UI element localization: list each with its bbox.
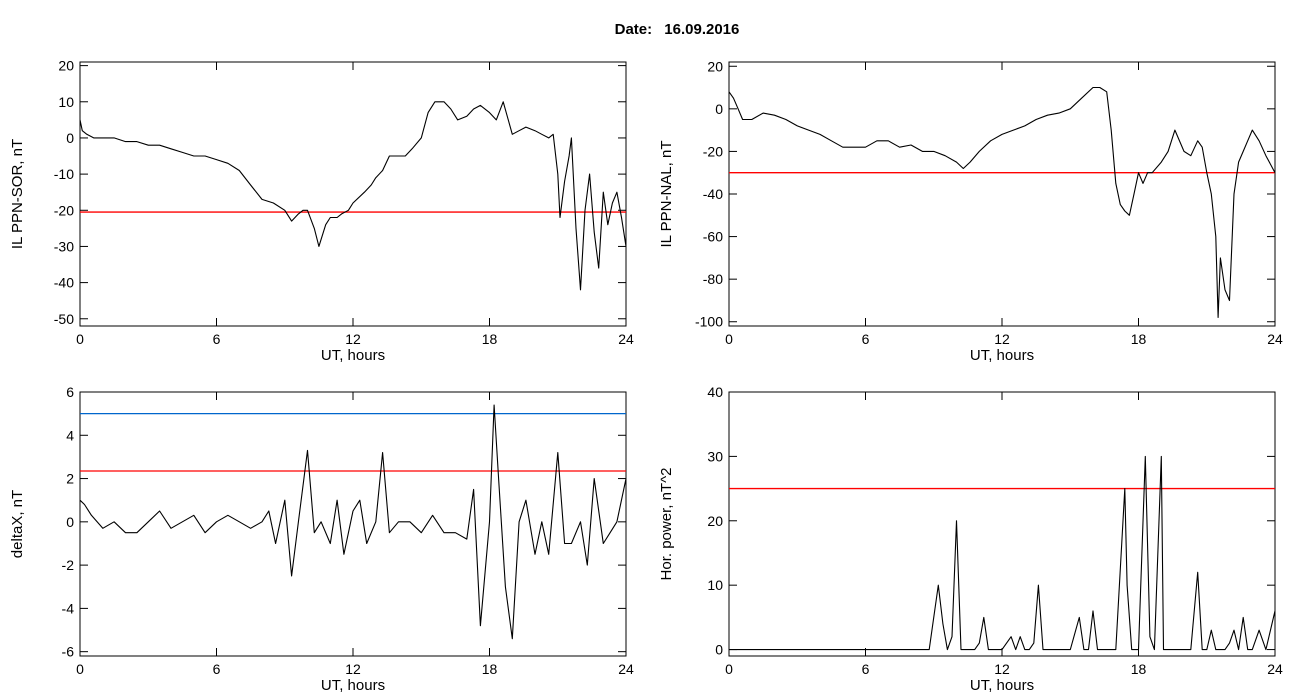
- y-tick-label: 20: [58, 58, 74, 74]
- x-tick-label: 12: [345, 331, 361, 347]
- x-axis-label: UT, hours: [321, 347, 385, 364]
- x-tick-label: 18: [482, 661, 498, 677]
- y-tick-label: 0: [66, 514, 74, 530]
- y-tick-label: -4: [62, 600, 75, 616]
- data-line: [729, 455, 1276, 651]
- y-tick-label: -80: [703, 271, 723, 287]
- x-tick-label: 12: [994, 661, 1010, 677]
- x-tick-label: 0: [725, 331, 733, 347]
- y-tick-label: -6: [62, 644, 75, 660]
- y-tick-label: -10: [54, 166, 74, 182]
- y-axis-label: deltaX, nT: [9, 490, 26, 558]
- data-line: [79, 101, 627, 291]
- x-tick-label: 12: [994, 331, 1010, 347]
- x-tick-label: 6: [213, 331, 221, 347]
- y-tick-label: 40: [707, 384, 723, 400]
- chart-panel-ppn_sor: 0 6 12 18 24 20 10 0 -10 -20 -30 -40 -50 UT, hours IL …: [9, 58, 634, 364]
- y-tick-label: 20: [707, 58, 723, 74]
- plot-frame: [728, 61, 1276, 327]
- y-tick-label: -50: [54, 311, 74, 327]
- y-axis-label: Hor. power, nT^2: [658, 468, 675, 581]
- date-label: Date:: [615, 21, 653, 38]
- x-axis-label: UT, hours: [970, 347, 1034, 364]
- x-axis-label: UT, hours: [321, 677, 385, 694]
- y-tick-label: 4: [66, 427, 74, 443]
- y-tick-label: -30: [54, 238, 74, 254]
- y-tick-label: -60: [703, 229, 723, 245]
- y-tick-label: -40: [54, 275, 74, 291]
- plot-frame: [79, 61, 627, 327]
- y-tick-label: 0: [66, 130, 74, 146]
- plot-frame: [79, 391, 627, 657]
- x-tick-label: 0: [76, 661, 84, 677]
- x-tick-label: 6: [862, 331, 870, 347]
- y-tick-label: -20: [54, 202, 74, 218]
- y-tick-label: -40: [703, 186, 723, 202]
- x-tick-label: 6: [213, 661, 221, 677]
- y-tick-label: 30: [707, 448, 723, 464]
- data-line: [79, 404, 627, 640]
- y-tick-label: 2: [66, 471, 74, 487]
- x-tick-label: 12: [345, 661, 361, 677]
- y-tick-label: 10: [58, 94, 74, 110]
- date-header: Date: 16.09.2016: [615, 21, 740, 38]
- chart-panel-ppn_nal: 0 6 12 18 24 20 0 -20 -40 -60 -80 -100 UT, hours IL P…: [658, 58, 1283, 364]
- y-tick-label: 20: [707, 513, 723, 529]
- y-tick-label: -100: [695, 314, 723, 330]
- x-tick-label: 24: [1267, 661, 1283, 677]
- y-tick-label: -20: [703, 143, 723, 159]
- x-tick-label: 18: [1131, 661, 1147, 677]
- chart-panel-hor_power: 0 6 12 18 24 40 30 20 10 0 UT, hours Hor. power, nT…: [658, 384, 1283, 694]
- x-tick-label: 6: [862, 661, 870, 677]
- plot-frame: [728, 391, 1276, 657]
- y-tick-label: -2: [62, 557, 75, 573]
- x-tick-label: 24: [618, 331, 634, 347]
- y-axis-label: IL PPN-SOR, nT: [9, 139, 26, 249]
- x-tick-label: 18: [1131, 331, 1147, 347]
- y-tick-label: 0: [715, 101, 723, 117]
- x-tick-label: 18: [482, 331, 498, 347]
- x-tick-label: 24: [618, 661, 634, 677]
- x-tick-label: 0: [725, 661, 733, 677]
- date-value: 16.09.2016: [664, 21, 739, 38]
- y-axis-label: IL PPN-NAL, nT: [658, 141, 675, 248]
- x-axis-label: UT, hours: [970, 677, 1034, 694]
- data-line: [728, 86, 1276, 319]
- y-tick-label: 10: [707, 577, 723, 593]
- y-tick-label: 6: [66, 384, 74, 400]
- y-tick-label: 0: [715, 642, 723, 658]
- x-tick-label: 24: [1267, 331, 1283, 347]
- chart-panel-deltax: 0 6 12 18 24 6 4 2 0 -2 -4 -6 UT, hours deltaX, nT: [9, 384, 634, 694]
- x-tick-label: 0: [76, 331, 84, 347]
